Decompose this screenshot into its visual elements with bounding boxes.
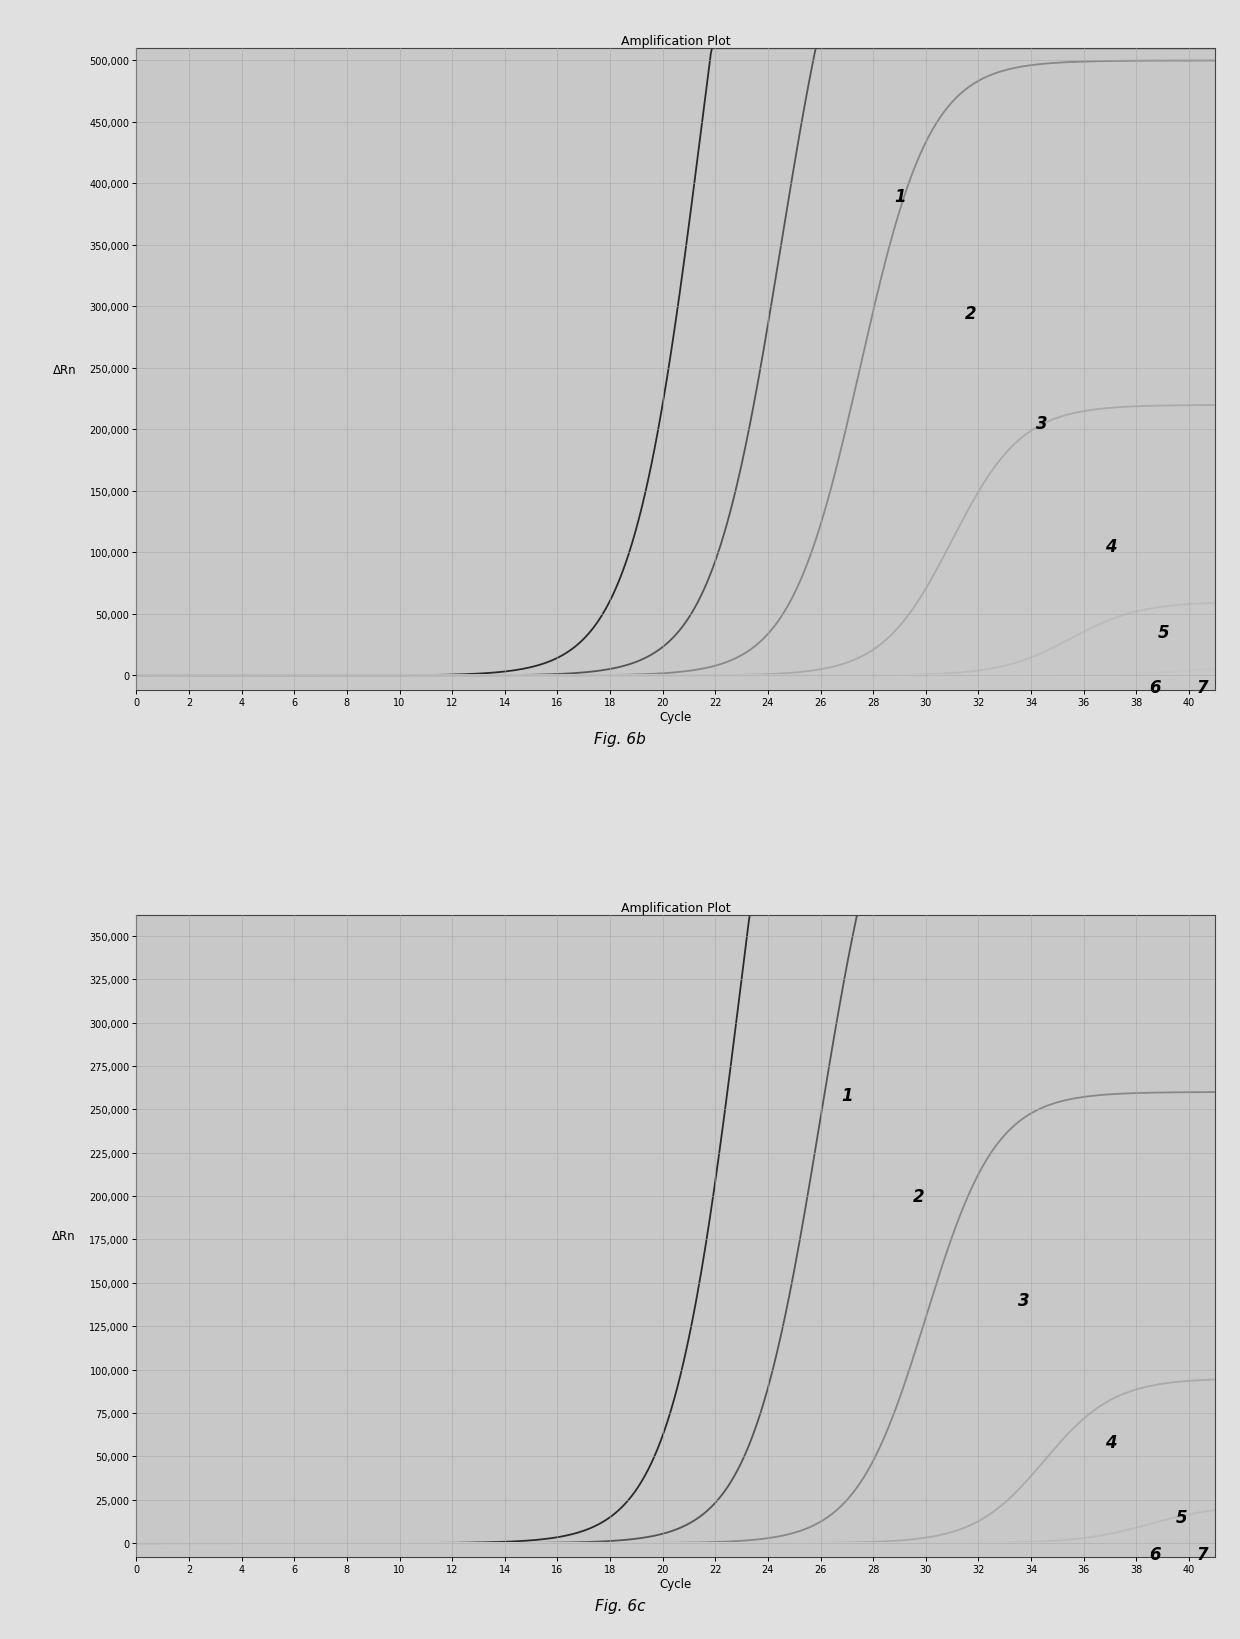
Text: 6: 6 — [1149, 1546, 1161, 1564]
Text: 3: 3 — [1018, 1292, 1029, 1310]
Text: 4: 4 — [1105, 538, 1116, 556]
Text: 5: 5 — [1176, 1508, 1188, 1526]
Text: 4: 4 — [1105, 1434, 1116, 1452]
Text: 7: 7 — [1197, 679, 1209, 697]
Title: Amplification Plot: Amplification Plot — [621, 34, 730, 48]
Y-axis label: ΔRn: ΔRn — [52, 1229, 76, 1242]
Text: 2: 2 — [965, 305, 977, 323]
Text: Fig. 6b: Fig. 6b — [594, 731, 646, 747]
Text: 6: 6 — [1149, 679, 1161, 697]
X-axis label: Cycle: Cycle — [660, 711, 692, 723]
Text: 3: 3 — [1037, 415, 1048, 433]
Text: 7: 7 — [1197, 1546, 1209, 1564]
X-axis label: Cycle: Cycle — [660, 1577, 692, 1590]
Text: Fig. 6c: Fig. 6c — [595, 1598, 645, 1613]
Text: 5: 5 — [1157, 624, 1169, 642]
Text: 1: 1 — [842, 1087, 853, 1105]
Text: 1: 1 — [894, 188, 905, 205]
Y-axis label: ΔRn: ΔRn — [52, 364, 76, 377]
Text: 2: 2 — [913, 1187, 924, 1205]
Title: Amplification Plot: Amplification Plot — [621, 901, 730, 915]
